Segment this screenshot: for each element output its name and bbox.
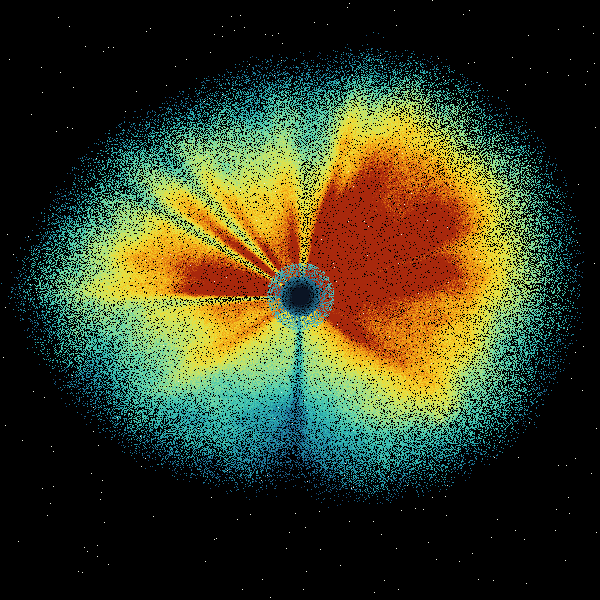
image-viewport xyxy=(0,0,600,600)
scatter-plot-canvas xyxy=(0,0,600,600)
